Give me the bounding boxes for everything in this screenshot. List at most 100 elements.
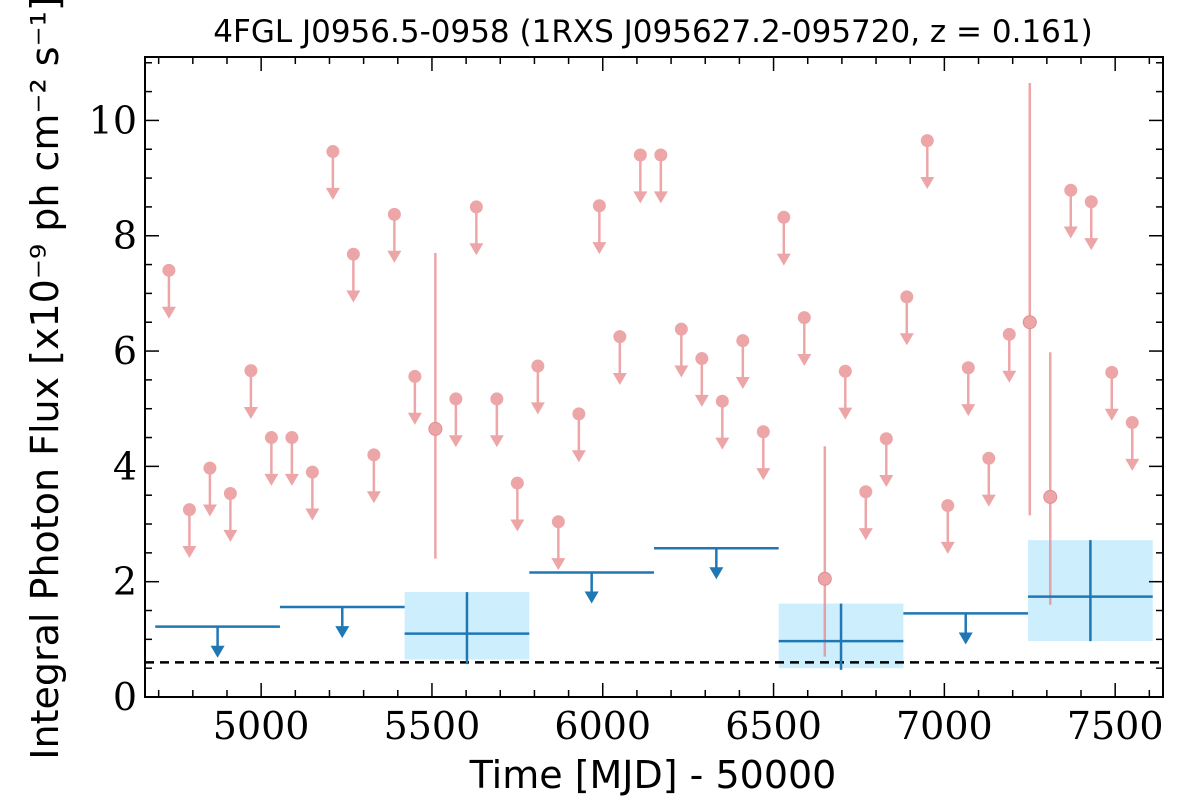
upper-limit-arrowhead	[264, 473, 279, 486]
short-bin-upper-limit	[879, 432, 894, 488]
upper-limit-arrowhead	[223, 529, 238, 542]
upper-limit-marker	[715, 394, 729, 408]
upper-limit-arrowhead	[920, 176, 935, 189]
short-bin-upper-limit	[284, 431, 299, 486]
upper-limit-arrowhead	[284, 473, 299, 486]
upper-limit-marker	[838, 364, 852, 378]
short-bin-upper-limit	[858, 485, 873, 541]
upper-limit-arrowhead	[1063, 226, 1078, 239]
short-bin-detection	[1043, 352, 1058, 605]
upper-limit-marker	[162, 263, 176, 277]
upper-limit-arrowhead	[182, 545, 197, 558]
upper-limit-marker	[613, 330, 627, 344]
short-bin-upper-limit	[1104, 365, 1119, 421]
upper-limit-arrowhead	[1084, 238, 1099, 251]
short-bin-upper-limit	[407, 369, 422, 425]
short-bin-upper-limit	[797, 311, 812, 366]
upper-limit-arrowhead	[797, 353, 812, 366]
short-bin-upper-limit	[735, 334, 750, 390]
upper-limit-marker	[633, 148, 647, 162]
upper-limit-marker	[469, 200, 483, 214]
long-bin-arrowhead	[210, 645, 225, 658]
upper-limit-marker	[756, 425, 770, 439]
upper-limit-arrowhead	[510, 519, 525, 532]
short-bin-upper-limit	[1002, 327, 1017, 383]
short-bin-upper-limit	[633, 148, 648, 204]
short-bin-upper-limit	[551, 515, 566, 571]
detection-marker	[1043, 489, 1058, 504]
upper-limit-marker	[859, 485, 873, 499]
x-tick-label: 7500	[1067, 704, 1164, 748]
upper-limit-marker	[982, 451, 996, 465]
short-bin-upper-limit	[940, 499, 955, 554]
long-bin-detection	[404, 592, 530, 665]
short-bin-upper-limit	[448, 392, 463, 448]
upper-limit-arrowhead	[448, 435, 463, 448]
short-bin-upper-limit	[592, 199, 607, 255]
upper-limit-arrowhead	[305, 508, 320, 521]
upper-limit-marker	[797, 311, 811, 325]
upper-limit-arrowhead	[571, 450, 586, 463]
upper-limit-arrowhead	[243, 407, 258, 420]
short-bin-upper-limit	[387, 207, 402, 263]
short-bin-upper-limit	[243, 364, 258, 420]
long-bin-detection	[1028, 540, 1153, 642]
upper-limit-marker	[1105, 365, 1119, 379]
upper-limit-arrowhead	[715, 437, 730, 450]
upper-limit-arrowhead	[899, 333, 914, 346]
upper-limit-marker	[223, 486, 237, 500]
upper-limit-marker	[777, 210, 791, 224]
short-bin-upper-limit	[1063, 183, 1078, 239]
long-bin-bands	[404, 540, 1153, 669]
long-bin-arrowhead	[584, 591, 599, 604]
upper-limit-marker	[490, 392, 504, 406]
short-bin-upper-limit	[756, 425, 771, 481]
upper-limit-marker	[285, 431, 299, 445]
short-bin-upper-limit	[489, 392, 504, 448]
upper-limit-marker	[674, 322, 688, 336]
upper-limit-marker	[900, 290, 914, 304]
short-bin-upper-limit	[899, 290, 914, 346]
upper-limit-marker	[592, 199, 606, 213]
upper-limit-marker	[695, 352, 709, 366]
upper-limit-marker	[1125, 416, 1139, 430]
upper-limit-marker	[305, 465, 319, 479]
short-bin-upper-limit	[366, 448, 381, 504]
short-bin-upper-limit	[161, 263, 176, 319]
upper-limit-arrowhead	[387, 250, 402, 263]
y-tick-label: 10	[89, 98, 137, 142]
upper-limit-marker	[941, 499, 955, 513]
upper-limit-arrowhead	[735, 377, 750, 390]
upper-limit-arrowhead	[1002, 370, 1017, 383]
short-bin-upper-limit	[776, 210, 791, 266]
upper-limit-marker	[736, 334, 750, 348]
short-bin-upper-limit	[264, 431, 279, 486]
upper-limit-marker	[1064, 183, 1078, 197]
upper-limit-marker	[326, 145, 340, 159]
detection-marker	[817, 571, 832, 586]
upper-limit-arrowhead	[530, 402, 545, 415]
short-bin-upper-limit	[305, 465, 320, 521]
detection-marker	[428, 421, 443, 436]
short-bin-upper-limit	[571, 407, 586, 463]
x-axis-label: Time [MJD] - 50000	[469, 753, 837, 797]
short-bin-upper-limit	[202, 461, 217, 517]
short-bin-upper-limit	[182, 503, 197, 558]
short-bin-detection	[428, 253, 443, 559]
upper-limit-arrowhead	[612, 373, 627, 385]
upper-limit-arrowhead	[879, 475, 894, 488]
detection-marker	[1022, 315, 1037, 330]
upper-limit-marker	[244, 364, 258, 378]
y-tick-label: 0	[113, 675, 137, 719]
upper-limit-marker	[1084, 195, 1098, 209]
y-tick-label: 2	[113, 560, 137, 604]
short-bin-upper-limit	[530, 359, 545, 415]
short-bin-points	[161, 82, 1140, 657]
upper-limit-marker	[961, 361, 975, 375]
upper-limit-arrowhead	[1125, 458, 1140, 471]
long-bin-arrowhead	[958, 632, 973, 645]
long-bin-detection	[778, 603, 904, 670]
upper-limit-arrowhead	[838, 407, 853, 420]
upper-limit-arrowhead	[653, 191, 668, 204]
